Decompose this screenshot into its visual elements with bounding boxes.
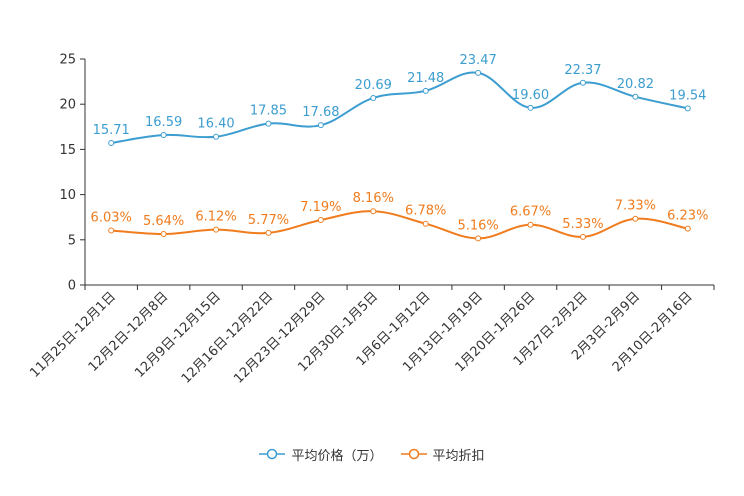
series-line-avg-discount [111,210,688,240]
data-label: 19.60 [512,88,549,103]
data-label: 16.59 [145,115,182,130]
data-point [422,220,429,227]
legend: 平均价格（万） 平均折扣 [0,443,744,465]
y-tick-label: 10 [59,188,76,203]
data-label: 6.03% [91,210,132,225]
legend-line-marker-icon [400,448,427,460]
data-point [160,132,167,139]
data-point [265,120,272,127]
data-label: 20.82 [617,77,654,92]
data-point [684,105,691,112]
data-point [108,227,115,234]
data-point [684,225,691,232]
data-point [527,104,534,111]
y-tick-label: 5 [68,233,76,248]
data-point [317,122,324,129]
data-point [579,79,586,86]
data-label: 5.33% [562,217,603,232]
legend-label-avg-discount: 平均折扣 [432,448,485,464]
data-label: 6.23% [667,209,708,224]
data-label: 21.48 [407,71,444,86]
y-tick-label: 15 [59,143,76,158]
data-point [422,87,429,94]
data-label: 6.12% [195,210,236,225]
x-tick-label: 12月23日-12月29日 [231,289,328,386]
data-label: 7.19% [300,200,341,215]
x-tick-label: 11月25日-12月1日 [27,289,119,381]
data-point [579,233,586,240]
data-point [475,235,482,242]
data-point [370,94,377,101]
data-label: 6.67% [510,205,551,220]
data-point [632,93,639,100]
data-label: 5.77% [248,213,289,228]
data-label: 19.54 [669,88,706,103]
data-point [265,229,272,236]
data-label: 6.78% [405,204,446,219]
data-label: 23.47 [460,53,497,68]
data-label: 7.33% [615,199,656,214]
data-point [213,226,220,233]
legend-label-avg-price: 平均价格（万） [291,448,383,464]
data-label: 15.71 [93,123,130,138]
y-tick-label: 25 [59,53,76,68]
data-label: 20.69 [355,78,392,93]
data-point [527,221,534,228]
x-tick-label: 12月16日-12月22日 [179,289,276,386]
data-label: 22.37 [564,63,601,78]
data-label: 17.85 [250,104,287,119]
data-label: 16.40 [197,117,234,132]
legend-line-marker-icon [259,448,286,460]
data-point [160,231,167,238]
data-label: 17.68 [302,105,339,120]
data-point [213,133,220,140]
y-tick-label: 20 [59,98,76,113]
data-point [632,215,639,222]
data-point [317,217,324,224]
data-point [370,208,377,215]
legend-item-avg-discount[interactable]: 平均折扣 [400,445,485,464]
data-label: 5.64% [143,214,184,229]
y-tick-label: 0 [68,279,76,294]
series-line-avg-price [111,71,689,144]
data-point [475,69,482,76]
data-point [108,139,115,146]
data-label: 8.16% [353,191,394,206]
legend-item-avg-price[interactable]: 平均价格（万） [259,445,383,464]
data-label: 5.16% [457,218,498,233]
